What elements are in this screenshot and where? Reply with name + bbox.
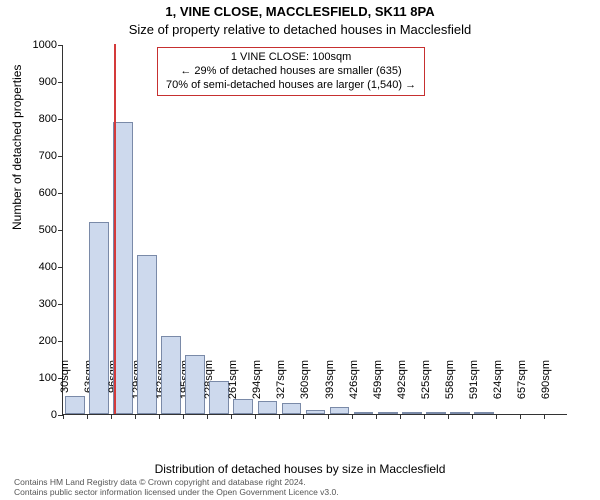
footer-attribution: Contains HM Land Registry data © Crown c… <box>14 478 339 498</box>
annotation-box: 1 VINE CLOSE: 100sqm ← 29% of detached h… <box>157 47 425 96</box>
y-tick-mark <box>58 119 63 120</box>
y-tick-mark <box>58 156 63 157</box>
histogram-bar <box>426 412 446 414</box>
annotation-line-1: 1 VINE CLOSE: 100sqm <box>166 51 416 65</box>
y-tick-mark <box>58 230 63 231</box>
y-tick-mark <box>58 82 63 83</box>
y-tick-mark <box>58 304 63 305</box>
x-tick-label: 558sqm <box>444 360 456 420</box>
histogram-bar <box>113 122 133 414</box>
plot-area: 1 VINE CLOSE: 100sqm ← 29% of detached h… <box>62 45 567 415</box>
histogram-bar <box>65 396 85 415</box>
histogram-bar <box>450 412 470 414</box>
page-address-title: 1, VINE CLOSE, MACCLESFIELD, SK11 8PA <box>0 4 600 19</box>
x-tick-label: 657sqm <box>516 360 528 420</box>
x-tick-label: 459sqm <box>372 360 384 420</box>
y-tick-mark <box>58 341 63 342</box>
property-marker-line <box>114 44 116 414</box>
x-tick-label: 624sqm <box>492 360 504 420</box>
footer-line-2: Contains public sector information licen… <box>14 488 339 498</box>
histogram-bar <box>354 412 374 414</box>
x-tick-label: 525sqm <box>420 360 432 420</box>
chart-container: 1, VINE CLOSE, MACCLESFIELD, SK11 8PA Si… <box>0 0 600 500</box>
histogram-bar <box>330 407 350 414</box>
page-subtitle: Size of property relative to detached ho… <box>0 22 600 37</box>
x-tick-label: 690sqm <box>540 360 552 420</box>
y-tick-mark <box>58 45 63 46</box>
histogram-bar <box>306 410 326 414</box>
annotation-line-2: ← 29% of detached houses are smaller (63… <box>166 65 416 79</box>
histogram-bar <box>378 412 398 414</box>
histogram-bar <box>402 412 422 414</box>
x-tick-label: 591sqm <box>468 360 480 420</box>
histogram-bar <box>89 222 109 414</box>
y-axis-label: Number of detached properties <box>10 65 24 230</box>
x-tick-label: 426sqm <box>348 360 360 420</box>
x-axis-label: Distribution of detached houses by size … <box>0 462 600 476</box>
y-tick-mark <box>58 193 63 194</box>
y-tick-mark <box>58 267 63 268</box>
x-tick-label: 492sqm <box>396 360 408 420</box>
annotation-line-3: 70% of semi-detached houses are larger (… <box>166 79 416 93</box>
histogram-bar <box>474 412 494 414</box>
